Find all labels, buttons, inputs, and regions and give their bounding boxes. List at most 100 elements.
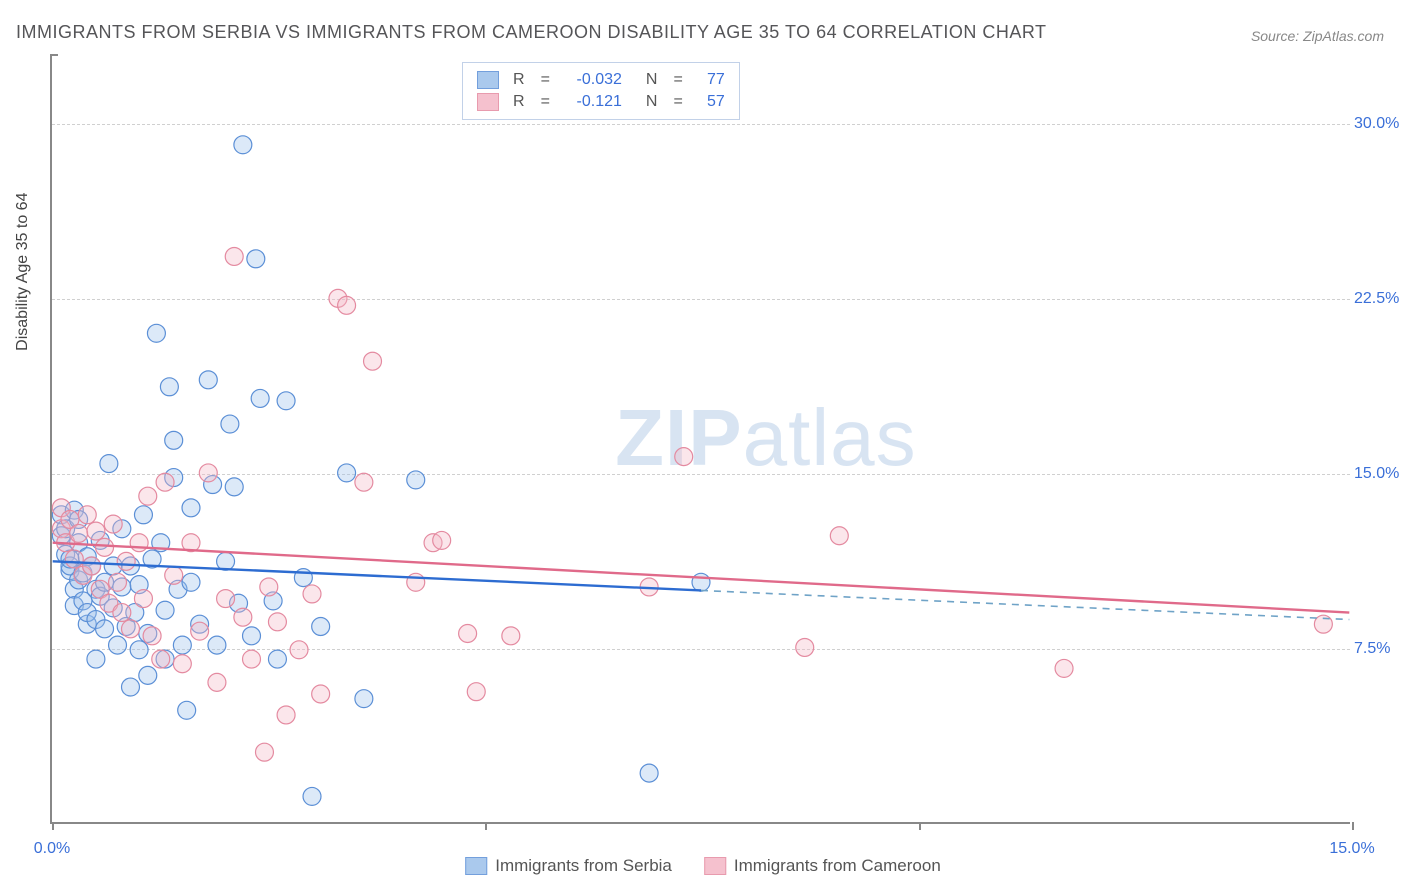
y-tick-label: 7.5%	[1354, 640, 1406, 658]
data-point-serbia	[243, 627, 261, 645]
data-point-cameroon	[182, 534, 200, 552]
legend-swatch-cameroon	[704, 857, 726, 875]
data-point-cameroon	[96, 538, 114, 556]
data-point-cameroon	[268, 613, 286, 631]
bottom-legend: Immigrants from Serbia Immigrants from C…	[465, 856, 941, 876]
data-point-serbia	[247, 250, 265, 268]
data-point-cameroon	[303, 585, 321, 603]
data-point-serbia	[87, 650, 105, 668]
data-point-cameroon	[78, 506, 96, 524]
data-point-serbia	[182, 499, 200, 517]
data-point-serbia	[109, 636, 127, 654]
data-point-serbia	[251, 389, 269, 407]
data-point-cameroon	[796, 638, 814, 656]
stat-r-value-cameroon: -0.121	[562, 93, 622, 111]
data-point-cameroon	[640, 578, 658, 596]
data-point-cameroon	[87, 522, 105, 540]
data-point-serbia	[692, 573, 710, 591]
data-point-serbia	[122, 678, 140, 696]
data-point-cameroon	[312, 685, 330, 703]
data-point-cameroon	[199, 464, 217, 482]
data-point-serbia	[294, 569, 312, 587]
source-attribution: Source: ZipAtlas.com	[1251, 28, 1384, 44]
chart-title: IMMIGRANTS FROM SERBIA VS IMMIGRANTS FRO…	[16, 22, 1047, 43]
data-point-cameroon	[122, 620, 140, 638]
data-point-cameroon	[290, 641, 308, 659]
x-tick	[485, 822, 487, 830]
data-point-serbia	[134, 506, 152, 524]
x-tick	[52, 822, 54, 830]
data-point-serbia	[268, 650, 286, 668]
stat-r-label: R	[513, 93, 525, 111]
data-point-cameroon	[139, 487, 157, 505]
scatter-points	[52, 54, 1350, 822]
data-point-cameroon	[830, 527, 848, 545]
data-point-cameroon	[243, 650, 261, 668]
data-point-cameroon	[433, 531, 451, 549]
data-point-cameroon	[675, 448, 693, 466]
data-point-cameroon	[355, 473, 373, 491]
stat-n-label: N	[646, 71, 658, 89]
stat-n-value-serbia: 77	[695, 71, 725, 89]
data-point-cameroon	[113, 604, 131, 622]
data-point-serbia	[303, 787, 321, 805]
stat-legend: R = -0.032 N = 77 R = -0.121 N = 57	[462, 62, 740, 120]
data-point-cameroon	[70, 524, 88, 542]
data-point-serbia	[355, 690, 373, 708]
legend-item-cameroon: Immigrants from Cameroon	[704, 856, 941, 876]
stat-n-value-cameroon: 57	[695, 93, 725, 111]
stat-r-label: R	[513, 71, 525, 89]
data-point-cameroon	[109, 573, 127, 591]
data-point-cameroon	[152, 650, 170, 668]
data-point-serbia	[100, 455, 118, 473]
data-point-cameroon	[143, 627, 161, 645]
stat-r-value-serbia: -0.032	[562, 71, 622, 89]
data-point-serbia	[182, 573, 200, 591]
legend-item-serbia: Immigrants from Serbia	[465, 856, 672, 876]
data-point-serbia	[160, 378, 178, 396]
data-point-serbia	[147, 324, 165, 342]
data-point-cameroon	[208, 673, 226, 691]
data-point-cameroon	[277, 706, 295, 724]
data-point-serbia	[312, 618, 330, 636]
equals-sign: =	[541, 93, 550, 111]
equals-sign: =	[541, 71, 550, 89]
data-point-cameroon	[117, 552, 135, 570]
data-point-serbia	[173, 636, 191, 654]
data-point-cameroon	[134, 590, 152, 608]
y-axis-title: Disability Age 35 to 64	[14, 193, 32, 351]
data-point-cameroon	[104, 515, 122, 533]
data-point-serbia	[152, 534, 170, 552]
data-point-cameroon	[191, 622, 209, 640]
y-tick-label: 15.0%	[1354, 465, 1406, 483]
data-point-serbia	[208, 636, 226, 654]
legend-swatch-serbia	[465, 857, 487, 875]
data-point-cameroon	[338, 296, 356, 314]
data-point-cameroon	[165, 566, 183, 584]
data-point-serbia	[96, 620, 114, 638]
data-point-serbia	[165, 431, 183, 449]
stat-legend-row-serbia: R = -0.032 N = 77	[477, 69, 725, 91]
data-point-serbia	[217, 552, 235, 570]
stat-n-label: N	[646, 93, 658, 111]
legend-label-serbia: Immigrants from Serbia	[495, 856, 672, 876]
plot-area: ZIPatlas 7.5%15.0%22.5%30.0% 0.0%15.0% R…	[50, 54, 1350, 824]
data-point-serbia	[156, 601, 174, 619]
x-tick	[919, 822, 921, 830]
data-point-serbia	[178, 701, 196, 719]
equals-sign: =	[673, 93, 682, 111]
data-point-cameroon	[83, 557, 101, 575]
data-point-cameroon	[502, 627, 520, 645]
data-point-cameroon	[217, 590, 235, 608]
stat-legend-row-cameroon: R = -0.121 N = 57	[477, 91, 725, 113]
data-point-serbia	[143, 550, 161, 568]
legend-label-cameroon: Immigrants from Cameroon	[734, 856, 941, 876]
data-point-serbia	[640, 764, 658, 782]
data-point-cameroon	[234, 608, 252, 626]
data-point-serbia	[338, 464, 356, 482]
data-point-cameroon	[255, 743, 273, 761]
data-point-cameroon	[130, 534, 148, 552]
data-point-cameroon	[467, 683, 485, 701]
data-point-cameroon	[407, 573, 425, 591]
data-point-cameroon	[156, 473, 174, 491]
